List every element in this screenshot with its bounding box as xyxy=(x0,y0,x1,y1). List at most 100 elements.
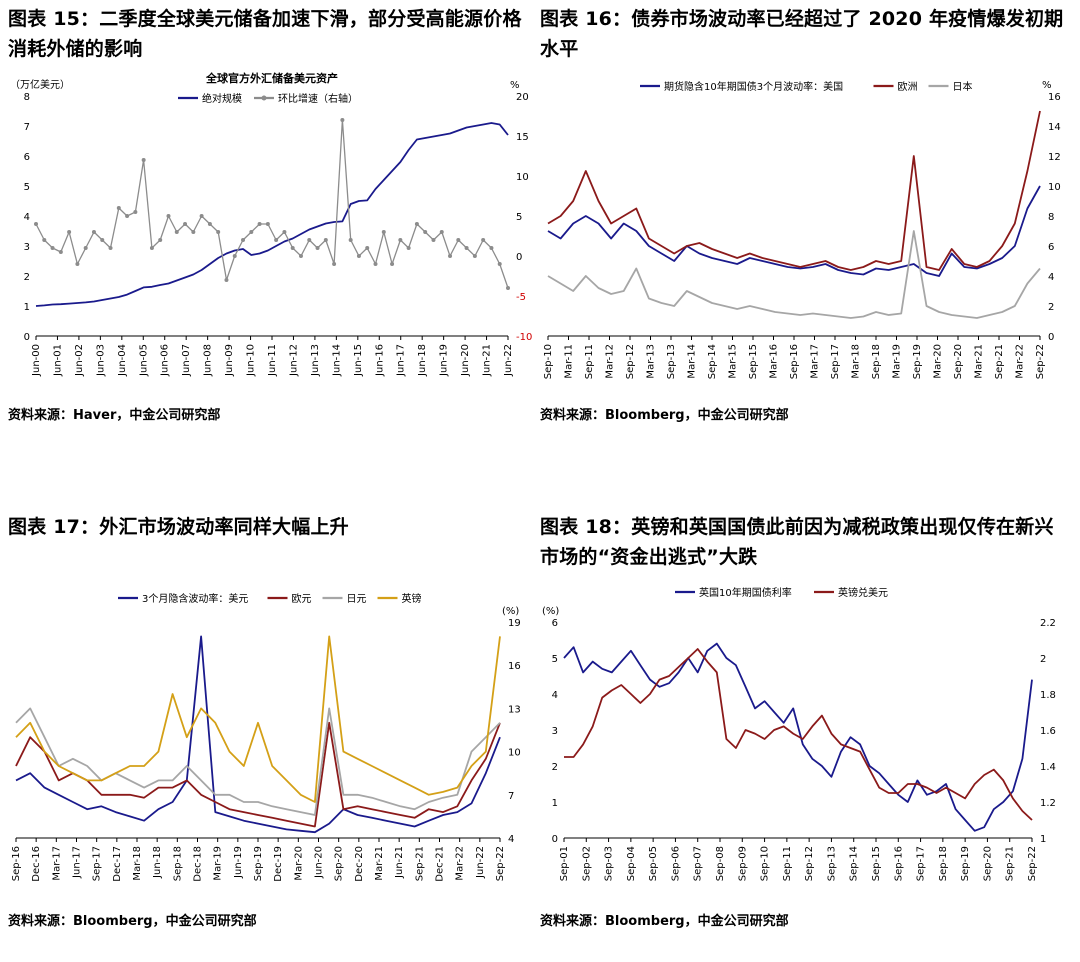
series-point xyxy=(50,246,55,250)
x-tick: Jun-18 xyxy=(152,846,163,879)
series-point xyxy=(464,246,469,250)
x-tick-label: Jun-07 xyxy=(181,344,192,377)
series-line xyxy=(15,721,501,828)
x-tick-label: Mar-19 xyxy=(213,846,224,881)
x-tick: Sep-20 xyxy=(953,344,964,379)
x-tick-label: Jun-15 xyxy=(353,344,364,377)
series-point xyxy=(298,254,303,258)
chart-18-svg: 英国10年期国债利率 英镑兑美元 0 1 2 3 4 5 6(%) 1 1.2 1.4 1.6 1.8 2 2… xyxy=(542,586,1056,881)
x-tick-label: Jun-17 xyxy=(396,344,407,377)
x-tick-label: Jun-06 xyxy=(160,344,171,377)
x-tick-label: Sep-20 xyxy=(334,846,345,881)
x-tick: Mar-18 xyxy=(851,344,862,379)
x-tick-label: Jun-21 xyxy=(394,846,405,879)
x-tick-label: Jun-01 xyxy=(52,344,63,377)
series-point xyxy=(373,262,378,266)
x-tick-label: Sep-16 xyxy=(11,846,22,881)
chart-17: 3个月隐含波动率：美元 欧元 日元 英镑 4 7 10 13 16 19 (%) Sep-16 Dec-… xyxy=(8,582,538,898)
x-tick: Jun-17 xyxy=(396,344,407,377)
series-point xyxy=(323,238,328,242)
x-tick: Sep-05 xyxy=(648,846,659,881)
x-tick: Mar-22 xyxy=(455,846,466,881)
x-tick: Mar-19 xyxy=(892,344,903,379)
y-tick-left: 5 xyxy=(24,182,30,193)
series-point xyxy=(340,118,345,122)
series-point xyxy=(100,238,105,242)
x-tick-label: Jun-00 xyxy=(31,344,42,377)
x-tick: Jun-20 xyxy=(314,846,325,879)
series-point xyxy=(506,286,510,290)
series-point xyxy=(332,262,337,266)
chart-16: 期货隐含10年期国债3个月波动率：美国 欧洲 日本 0 2 4 6 8 10 12 14 16% Sep… xyxy=(540,68,1070,398)
x-tick-label: Sep-12 xyxy=(804,846,815,881)
x-tick-label: Sep-18 xyxy=(172,846,183,881)
x-tick-label: Jun-08 xyxy=(203,344,214,377)
x-tick: Jun-22 xyxy=(475,846,486,879)
x-tick-label: Jun-16 xyxy=(374,344,385,377)
series-point xyxy=(42,238,47,242)
x-tick-label: Mar-17 xyxy=(51,846,62,881)
series-point xyxy=(133,210,138,214)
x-tick-label: Mar-22 xyxy=(455,846,466,881)
x-tick-label: Jun-02 xyxy=(74,344,85,377)
x-tick-label: Sep-22 xyxy=(495,846,506,881)
x-tick: Sep-19 xyxy=(912,344,923,379)
x-tick-label: Sep-07 xyxy=(693,846,704,881)
y-tick-left: 4 xyxy=(24,212,30,223)
x-tick: Jun-04 xyxy=(117,344,128,377)
y-tick-left: 5 xyxy=(552,654,558,665)
y-tick-right: 4 xyxy=(508,834,514,845)
x-tick-label: Sep-17 xyxy=(830,344,841,379)
x-tick-label: Jun-17 xyxy=(72,846,83,879)
series-point xyxy=(174,230,179,234)
x-tick-label: Dec-17 xyxy=(112,846,123,882)
x-tick: Dec-20 xyxy=(354,846,365,882)
panel-chart-15: 图表 15：二季度全球美元储备加速下滑，部分受高能源价格消耗外储的影响 全球官方… xyxy=(8,4,538,454)
x-tick: Sep-22 xyxy=(1035,344,1046,379)
y-tick-right: 5 xyxy=(516,212,522,223)
y-tick-right: 0 xyxy=(516,252,522,263)
series-point xyxy=(257,222,262,226)
x-tick-label: Jun-04 xyxy=(117,344,128,377)
legend-label: 日本 xyxy=(953,80,973,93)
x-tick: Mar-20 xyxy=(293,846,304,881)
x-tick: Jun-16 xyxy=(374,344,385,377)
x-tick-label: Dec-20 xyxy=(354,846,365,882)
y-tick-right: 6 xyxy=(1048,242,1054,253)
x-tick-label: Dec-18 xyxy=(193,846,204,882)
series-point xyxy=(274,238,279,242)
panel-chart-18: 图表 18：英镑和英国国债此前因为减税政策出现仅传在新兴市场的“资金出逃式”大跌… xyxy=(540,512,1070,962)
x-tick: Mar-16 xyxy=(769,344,780,379)
y-axis-label-left: (%) xyxy=(542,606,559,617)
x-tick-label: Jun-03 xyxy=(95,344,106,377)
x-tick-label: Sep-12 xyxy=(625,344,636,379)
x-tick-label: Sep-16 xyxy=(893,846,904,881)
x-tick: Sep-20 xyxy=(334,846,345,881)
x-tick-label: Sep-19 xyxy=(253,846,264,881)
x-tick-label: Jun-05 xyxy=(138,344,149,377)
x-tick: Jun-15 xyxy=(353,344,364,377)
x-tick: Sep-11 xyxy=(782,846,793,881)
x-tick-label: Mar-15 xyxy=(728,344,739,379)
series-point xyxy=(439,230,444,234)
x-tick: Jun-10 xyxy=(246,344,257,377)
y-tick-right: 16 xyxy=(508,661,521,672)
x-tick: Jun-06 xyxy=(160,344,171,377)
x-tick-label: Mar-19 xyxy=(892,344,903,379)
x-tick-label: Sep-20 xyxy=(953,344,964,379)
series-point xyxy=(315,246,320,250)
x-tick-label: Sep-14 xyxy=(707,344,718,379)
x-tick: Jun-17 xyxy=(72,846,83,879)
x-tick: Sep-11 xyxy=(584,344,595,379)
y-tick-right: 1.8 xyxy=(1040,690,1056,701)
x-tick: Mar-11 xyxy=(564,344,575,379)
series-point xyxy=(75,262,80,266)
series-line xyxy=(563,642,1033,832)
x-tick-label: Sep-16 xyxy=(789,344,800,379)
x-tick: Sep-15 xyxy=(748,344,759,379)
x-tick-label: Jun-10 xyxy=(246,344,257,377)
x-tick: Sep-20 xyxy=(982,846,993,881)
legend-label: 期货隐含10年期国债3个月波动率：美国 xyxy=(664,80,843,93)
x-tick: Jun-07 xyxy=(181,344,192,377)
series-point xyxy=(183,222,188,226)
